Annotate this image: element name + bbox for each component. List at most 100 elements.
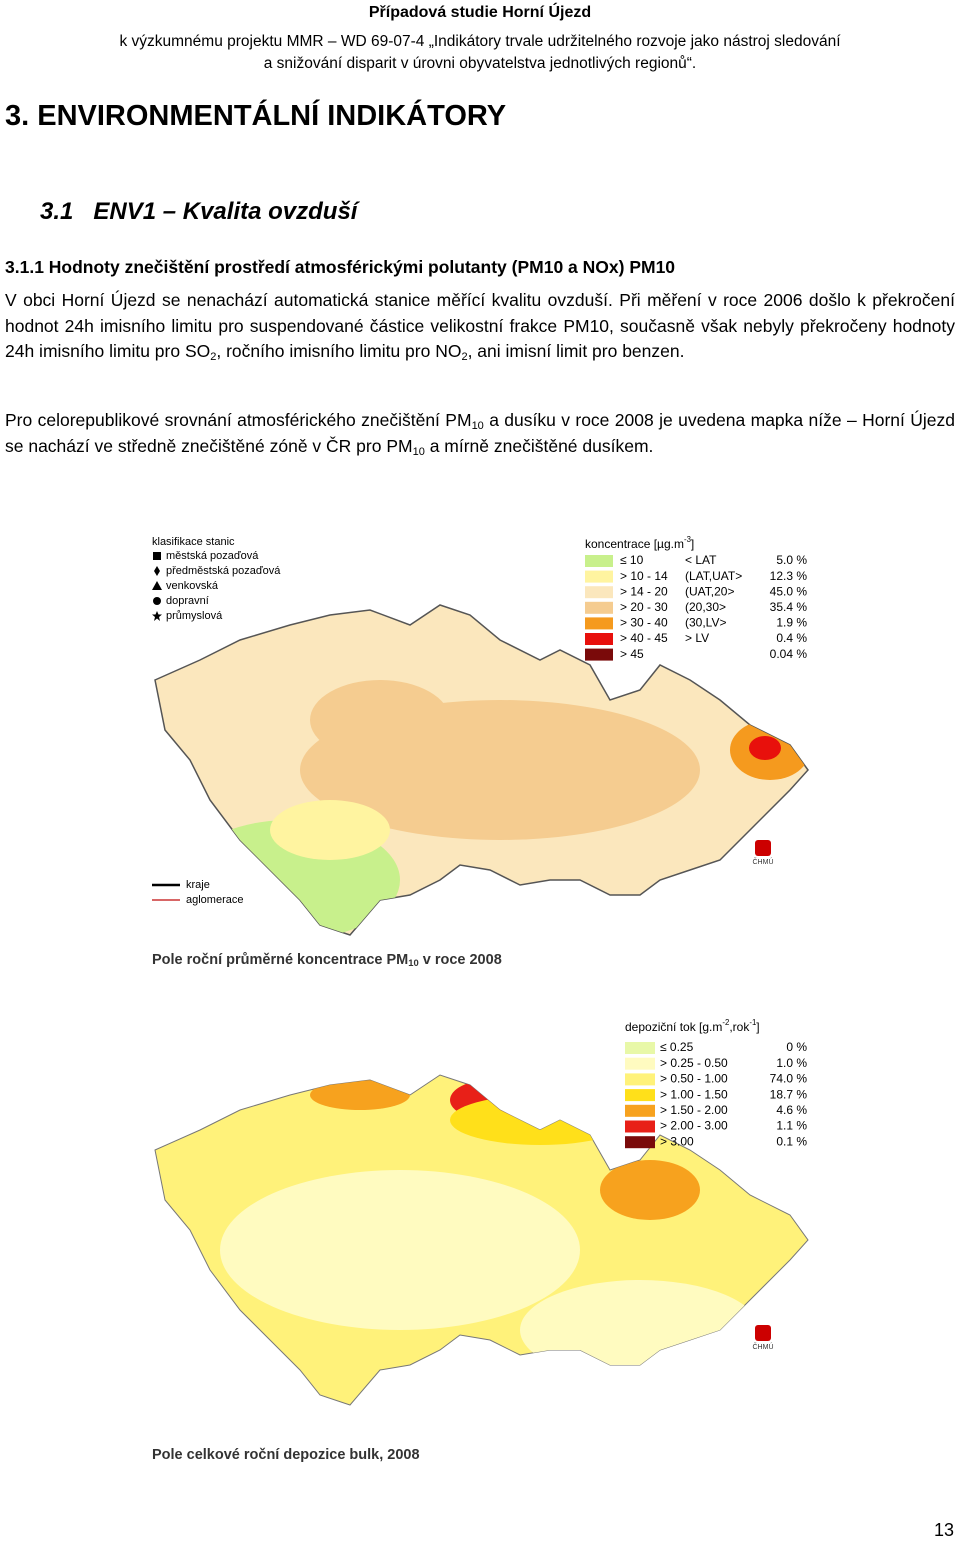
legend-label: dopravní xyxy=(166,595,209,607)
legend-swatch xyxy=(585,648,613,661)
legend-percent: 1.0 % xyxy=(776,1056,807,1070)
legend-range: > 1.00 - 1.50 xyxy=(660,1087,728,1101)
logo-icon xyxy=(755,840,771,856)
legend-range: > 45 xyxy=(620,647,644,661)
legend-symbol xyxy=(154,566,160,576)
legend-swatch xyxy=(625,1136,655,1149)
legend-label: kraje xyxy=(186,879,210,891)
text-run: ,rok xyxy=(729,1020,750,1034)
legend-swatch xyxy=(625,1104,655,1117)
supscript: -1 xyxy=(749,1018,756,1027)
legend-range: > 0.50 - 1.00 xyxy=(660,1072,728,1086)
legend-range: > 3.00 xyxy=(660,1134,694,1148)
legend-range: > 1.50 - 2.00 xyxy=(660,1103,728,1117)
legend-percent: 74.0 % xyxy=(770,1072,808,1086)
legend-swatch xyxy=(585,555,613,567)
legend-swatch xyxy=(625,1073,655,1086)
legend-range: > 20 - 30 xyxy=(620,600,668,614)
logo-icon xyxy=(755,1325,771,1341)
legend-class: < LAT xyxy=(685,553,717,567)
legend-range: > 0.25 - 0.50 xyxy=(660,1056,728,1070)
legend-swatch xyxy=(625,1057,655,1070)
page-number: 13 xyxy=(933,1520,954,1540)
supscript: -3 xyxy=(684,535,691,544)
text-run: V obci Horní Újezd se nenachází automati… xyxy=(5,290,955,361)
subscript: 10 xyxy=(471,420,484,432)
logo: ČHMÚ xyxy=(753,1342,774,1351)
legend-swatch xyxy=(585,586,613,599)
caption: Pole celkové roční depozice bulk, 2008 xyxy=(152,1447,420,1463)
legend-label: předměstská pozaďová xyxy=(166,565,281,577)
legend-label: venkovská xyxy=(166,580,219,592)
legend-swatch xyxy=(585,633,613,645)
legend-range: > 40 - 45 xyxy=(620,631,668,645)
text-run: , ani imisní limit pro benzen. xyxy=(467,341,685,361)
header-title: Případová studie Horní Újezd xyxy=(368,4,592,21)
legend-percent: 45.0 % xyxy=(770,584,808,598)
legend-swatch xyxy=(625,1042,655,1054)
legend-title: depoziční tok [g.m-2,rok-1] xyxy=(625,1018,760,1034)
legend-percent: 1.9 % xyxy=(776,616,807,630)
logo: ČHMÚ xyxy=(753,857,774,866)
text-run: a mírně znečištěné dusíkem. xyxy=(424,435,654,456)
legend-swatch xyxy=(585,570,613,583)
subscript: 2 xyxy=(210,351,217,363)
paragraph: V obci Horní Újezd se nenachází automati… xyxy=(5,288,955,365)
legend-label: aglomerace xyxy=(186,894,243,906)
header-line: a snižování disparit v úrovni obyvatelst… xyxy=(263,55,697,72)
legend-swatch xyxy=(625,1089,655,1102)
legend-class: (LAT,UAT> xyxy=(685,569,742,583)
legend-title: klasifikace stanic xyxy=(152,536,235,548)
section-title: 3. ENVIRONMENTÁLNÍ INDIKÁTORY xyxy=(5,100,507,132)
caption: Pole roční průměrné koncentrace PM10 v r… xyxy=(152,952,502,969)
legend-percent: 12.3 % xyxy=(770,569,808,583)
legend-percent: 18.7 % xyxy=(770,1087,808,1101)
legend-range: ≤ 0.25 xyxy=(660,1040,694,1054)
paragraph: Pro celorepublikové srovnání atmosférick… xyxy=(5,408,955,459)
subscript: 10 xyxy=(408,957,418,968)
legend-symbol xyxy=(152,611,162,621)
text-run: koncentrace [µg.m xyxy=(585,537,684,551)
legend-percent: 35.4 % xyxy=(770,600,808,614)
legend-label: městská pozaďová xyxy=(166,550,259,562)
text-run: depoziční tok [g.m xyxy=(625,1020,722,1034)
legend-percent: 4.6 % xyxy=(776,1103,807,1117)
text-run: ] xyxy=(691,537,694,551)
legend-class: (30,LV> xyxy=(685,616,726,630)
legend-percent: 0.1 % xyxy=(776,1134,807,1148)
subsubsection-title: 3.1.1 Hodnoty znečištění prostředí atmos… xyxy=(5,257,676,277)
header-line: k výzkumnému projektu MMR – WD 69-07-4 „… xyxy=(119,33,841,50)
legend-range: > 30 - 40 xyxy=(620,616,668,630)
legend-swatch xyxy=(585,617,613,630)
subsection-title: 3.1 ENV1 – Kvalita ovzduší xyxy=(40,198,358,225)
legend-range: > 2.00 - 3.00 xyxy=(660,1119,728,1133)
text-run: Pole roční průměrné koncentrace PM xyxy=(152,952,408,968)
text-run: Pro celorepublikové srovnání atmosférick… xyxy=(5,410,472,430)
legend-range: > 10 - 14 xyxy=(620,569,668,583)
legend-class: > LV xyxy=(685,631,709,645)
legend-percent: 0 % xyxy=(786,1040,807,1054)
text-run: v roce 2008 xyxy=(419,952,502,968)
legend-symbol xyxy=(153,552,161,560)
legend-range: ≤ 10 xyxy=(620,553,644,567)
legend-percent: 0.04 % xyxy=(770,647,808,661)
map-pm10 xyxy=(154,604,809,936)
legend-percent: 0.4 % xyxy=(776,631,807,645)
legend-class: (20,30> xyxy=(685,600,726,614)
legend-percent: 5.0 % xyxy=(776,553,807,567)
legend-percent: 1.1 % xyxy=(776,1119,807,1133)
text-run: , ročního imisního limitu pro NO xyxy=(216,341,462,361)
legend-swatch xyxy=(625,1120,655,1133)
subscript: 2 xyxy=(461,351,468,363)
text-run: ] xyxy=(756,1020,759,1034)
legend-range: > 14 - 20 xyxy=(620,584,668,598)
legend-symbol xyxy=(152,581,162,590)
supscript: -2 xyxy=(722,1018,729,1027)
text-run: a dusíku v roce 2008 je uvedena mapka ní… xyxy=(5,410,955,456)
legend-title: koncentrace [µg.m-3] xyxy=(585,535,694,551)
legend-class: (UAT,20> xyxy=(685,584,734,598)
legend-symbol xyxy=(153,597,161,605)
subscript: 10 xyxy=(412,445,425,458)
